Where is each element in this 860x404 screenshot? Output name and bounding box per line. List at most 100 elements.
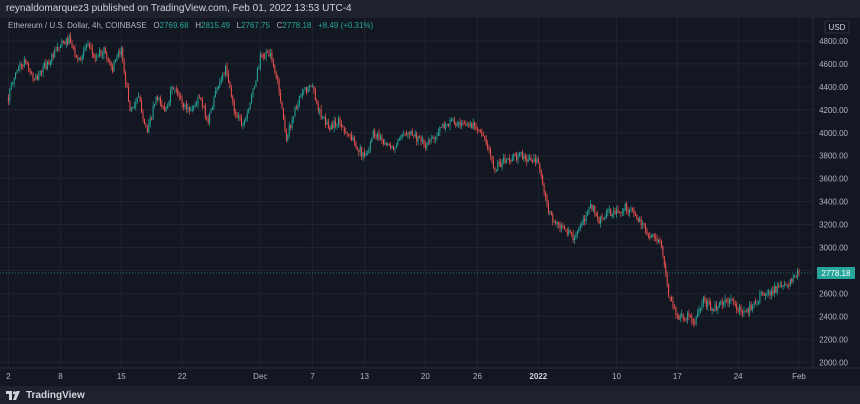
- open-label: O: [153, 21, 160, 30]
- candle-body: [343, 127, 345, 133]
- candle-body: [368, 148, 370, 154]
- candle-body: [190, 110, 192, 112]
- candle-body: [197, 97, 199, 105]
- candle-body: [675, 307, 677, 314]
- candle-body: [408, 132, 410, 134]
- candle-body: [646, 230, 648, 235]
- candle-body: [744, 311, 746, 312]
- candle-body: [545, 192, 547, 197]
- candle-body: [739, 306, 741, 312]
- candle-body: [688, 313, 690, 317]
- candle-body: [255, 80, 257, 87]
- candle-body: [126, 83, 128, 87]
- candle-body: [358, 150, 360, 152]
- candle-body: [704, 297, 706, 301]
- candle-body: [649, 236, 651, 239]
- candle-body: [168, 101, 170, 107]
- price-tick-label: 4400.00: [819, 83, 848, 92]
- candle-body: [249, 102, 251, 109]
- candle-body: [631, 208, 633, 210]
- candle-body: [313, 85, 315, 90]
- candle-body: [378, 133, 380, 141]
- candle-body: [665, 265, 667, 274]
- candle-body: [495, 169, 497, 171]
- candle-body: [433, 137, 435, 140]
- candle-body: [119, 52, 121, 55]
- candle-body: [200, 98, 202, 101]
- candle-body: [723, 303, 725, 306]
- candle-body: [19, 64, 21, 69]
- candle-body: [461, 122, 463, 126]
- candle-body: [417, 136, 419, 142]
- candle-body: [592, 205, 594, 211]
- candle-body: [183, 103, 185, 107]
- candle-body: [775, 286, 777, 293]
- candle-body: [559, 224, 561, 229]
- candle-body: [472, 122, 474, 129]
- candle-body: [789, 279, 791, 286]
- symbol-title: Ethereum / U.S. Dollar, 4h, COINBASE: [8, 21, 147, 30]
- candle-body: [162, 106, 164, 108]
- price-tick-label: 4000.00: [819, 129, 848, 138]
- candle-body: [337, 118, 339, 125]
- candle-body: [125, 72, 127, 84]
- candle-body: [695, 316, 697, 324]
- candle-body: [698, 308, 700, 314]
- candle-body: [410, 130, 412, 134]
- candle-body: [455, 123, 457, 126]
- candle-body: [411, 130, 413, 136]
- candle-body: [78, 58, 80, 60]
- candle-body: [32, 72, 34, 79]
- candle-body: [65, 38, 67, 45]
- candle-body: [216, 89, 218, 92]
- candle-body: [500, 163, 502, 168]
- candle-body: [180, 96, 182, 100]
- candle-body: [689, 316, 691, 318]
- chart-canvas[interactable]: 2000.002200.002400.002600.002800.003000.…: [0, 18, 860, 386]
- candle-body: [556, 222, 558, 224]
- candle-body: [20, 64, 22, 66]
- ohlc-legend: Ethereum / U.S. Dollar, 4h, COINBASE O27…: [8, 21, 373, 30]
- price-tick-label: 2000.00: [819, 358, 848, 367]
- candle-body: [33, 78, 35, 80]
- price-chart[interactable]: 2000.002200.002400.002600.002800.003000.…: [0, 18, 860, 386]
- candle-body: [553, 221, 555, 223]
- candle-body: [569, 230, 571, 232]
- candle-body: [265, 51, 267, 58]
- tradingview-brand[interactable]: TradingView: [6, 389, 85, 401]
- candle-body: [316, 100, 318, 105]
- candle-body: [29, 68, 31, 73]
- candle-body: [718, 302, 720, 308]
- time-axis[interactable]: 2 8 15 22 Dec 7 13 20 26 2022 10 17 24 Feb: [6, 372, 806, 381]
- candle-body: [339, 118, 341, 124]
- candle-body: [475, 126, 477, 130]
- candle-body: [291, 118, 293, 128]
- candle-body: [656, 237, 658, 242]
- candle-body: [637, 217, 639, 222]
- candle-body: [346, 133, 348, 135]
- candle-body: [304, 87, 306, 91]
- candle-body: [562, 225, 564, 227]
- candle-body: [362, 152, 364, 157]
- candle-body: [213, 97, 215, 108]
- time-tick-label: 13: [360, 372, 369, 381]
- candle-body: [510, 160, 512, 162]
- high-value: 2815.49: [201, 21, 230, 30]
- candle-body: [421, 139, 423, 142]
- time-tick-label: 24: [734, 372, 743, 381]
- candle-body: [488, 147, 490, 150]
- price-axis[interactable]: 2000.002200.002400.002600.002800.003000.…: [819, 37, 848, 367]
- candle-body: [170, 91, 172, 102]
- candle-body: [181, 99, 183, 104]
- candle-body: [93, 54, 95, 58]
- candle-body: [490, 149, 492, 156]
- publish-header: reynaldomarquez3 published on TradingVie…: [0, 0, 860, 18]
- candle-body: [414, 133, 416, 136]
- candle-body: [463, 123, 465, 125]
- candle-body: [623, 210, 625, 212]
- candle-body: [230, 87, 232, 97]
- candle-body: [272, 61, 274, 66]
- candle-body: [727, 298, 729, 304]
- candle-body: [74, 47, 76, 58]
- candle-body: [13, 78, 15, 83]
